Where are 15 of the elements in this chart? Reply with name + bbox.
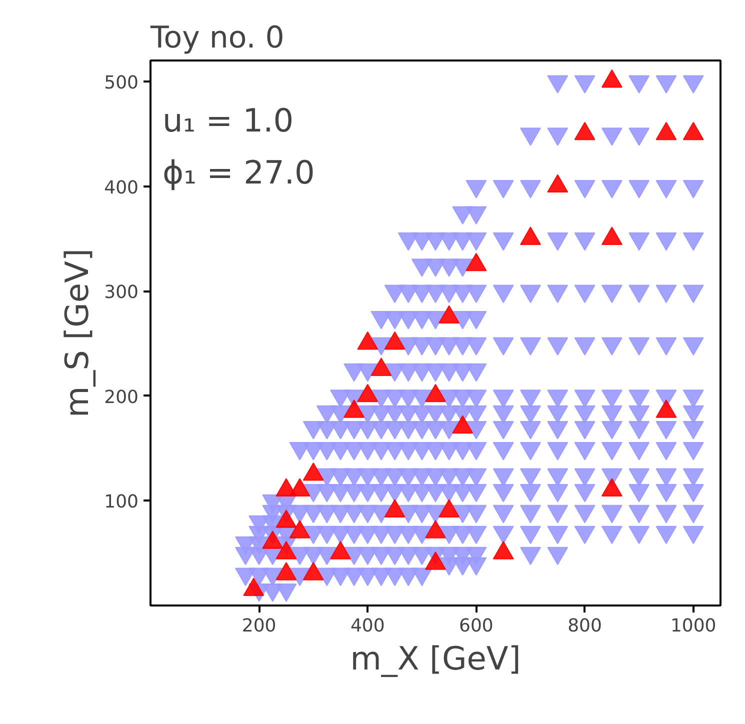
y-tick-label: 200	[104, 386, 139, 408]
y-tick-label: 500	[104, 72, 139, 94]
x-tick-label: 1000	[670, 616, 716, 636]
x-tick-label: 200	[242, 616, 276, 636]
x-tick-label: 400	[350, 616, 385, 636]
annotation: u₁ = 1.0	[162, 102, 294, 140]
y-tick-label: 400	[104, 177, 139, 198]
x-tick-label: 800	[568, 616, 602, 636]
chart-title: Toy no. 0	[150, 20, 284, 56]
y-tick-label: 100	[104, 492, 139, 513]
x-tick-label: 600	[459, 616, 494, 636]
y-axis-title: m_S [GeV]	[58, 248, 96, 418]
annotation: ϕ₁ = 27.0	[162, 154, 315, 192]
x-axis-title: m_X [GeV]	[350, 640, 521, 678]
y-tick-label: 300	[104, 282, 139, 304]
